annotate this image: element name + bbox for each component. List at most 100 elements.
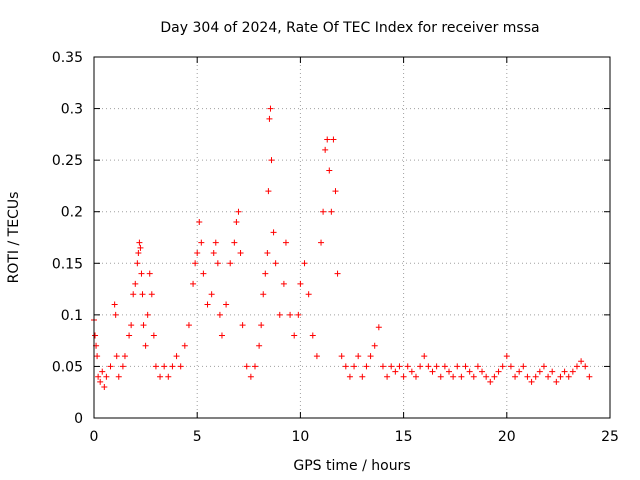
data-point xyxy=(297,280,304,287)
data-point xyxy=(491,373,498,380)
data-point xyxy=(318,239,325,246)
data-point xyxy=(165,373,172,380)
data-point xyxy=(140,322,147,329)
data-point xyxy=(437,373,444,380)
data-point xyxy=(454,363,461,370)
data-point xyxy=(528,378,535,385)
data-point xyxy=(95,373,102,380)
data-point xyxy=(146,270,153,277)
data-point xyxy=(264,249,271,256)
data-point xyxy=(313,353,320,360)
data-point xyxy=(565,373,572,380)
data-point xyxy=(470,373,477,380)
data-point xyxy=(582,363,589,370)
data-point xyxy=(524,373,531,380)
data-point xyxy=(417,363,424,370)
data-point xyxy=(499,363,506,370)
data-point xyxy=(134,260,141,267)
y-tick-label: 0.3 xyxy=(61,102,83,118)
data-point xyxy=(267,105,274,112)
data-point xyxy=(320,208,327,215)
data-point xyxy=(536,368,543,375)
data-point xyxy=(136,239,143,246)
data-point xyxy=(367,353,374,360)
data-point xyxy=(99,368,106,375)
x-tick-label: 20 xyxy=(498,429,516,445)
data-point xyxy=(474,363,481,370)
data-point xyxy=(231,239,238,246)
axis-ticks: 0 5 10 15 20 25 0 0.05 0.1 0.15 0.2 0.25 0.3 0.35 xyxy=(52,50,619,445)
data-point xyxy=(462,363,469,370)
data-point xyxy=(433,363,440,370)
data-point xyxy=(190,280,197,287)
data-point xyxy=(256,342,263,349)
data-point xyxy=(328,208,335,215)
data-point xyxy=(260,291,267,298)
x-tick-label: 10 xyxy=(291,429,309,445)
data-point xyxy=(142,342,149,349)
data-point xyxy=(208,291,215,298)
data-point xyxy=(330,136,337,143)
data-point xyxy=(309,332,316,339)
data-point xyxy=(458,373,465,380)
data-point xyxy=(97,378,104,385)
data-point xyxy=(139,291,146,298)
data-point xyxy=(266,115,273,122)
data-point xyxy=(196,219,203,226)
y-tick-label: 0.35 xyxy=(52,50,83,66)
y-tick-label: 0.2 xyxy=(61,205,83,221)
data-point xyxy=(247,373,254,380)
data-point xyxy=(446,368,453,375)
data-point xyxy=(150,332,157,339)
data-point xyxy=(239,322,246,329)
data-point xyxy=(223,301,230,308)
data-point xyxy=(483,373,490,380)
data-point xyxy=(132,280,139,287)
data-point xyxy=(265,188,272,195)
plot-frame xyxy=(93,56,611,419)
data-point xyxy=(227,260,234,267)
data-point xyxy=(408,368,415,375)
data-point xyxy=(557,373,564,380)
data-point xyxy=(235,208,242,215)
x-tick-label: 15 xyxy=(395,429,413,445)
data-point xyxy=(338,353,345,360)
data-point xyxy=(324,136,331,143)
data-point xyxy=(425,363,432,370)
data-point xyxy=(130,291,137,298)
chart-title: Day 304 of 2024, Rate Of TEC Index for r… xyxy=(160,20,539,36)
data-point xyxy=(115,373,122,380)
data-point xyxy=(586,373,593,380)
y-tick-label: 0.1 xyxy=(61,308,83,324)
data-point xyxy=(276,311,283,318)
data-point xyxy=(301,260,308,267)
data-point xyxy=(384,373,391,380)
data-point xyxy=(351,363,358,370)
data-point xyxy=(520,363,527,370)
data-point xyxy=(295,311,302,318)
data-point xyxy=(198,239,205,246)
data-point xyxy=(466,368,473,375)
data-point xyxy=(450,373,457,380)
y-axis-label: ROTI / TECUs xyxy=(6,192,22,284)
data-point xyxy=(404,363,411,370)
data-point xyxy=(322,146,329,153)
data-point xyxy=(169,363,176,370)
data-point xyxy=(126,332,133,339)
y-tick-label: 0.15 xyxy=(52,256,83,272)
data-point xyxy=(479,368,486,375)
data-point xyxy=(363,363,370,370)
data-point xyxy=(121,353,128,360)
data-point xyxy=(214,260,221,267)
x-tick-label: 25 xyxy=(601,429,619,445)
data-point xyxy=(194,249,201,256)
data-point xyxy=(204,301,211,308)
data-point xyxy=(291,332,298,339)
y-tick-label: 0.25 xyxy=(52,153,83,169)
data-point xyxy=(487,378,494,385)
data-point xyxy=(355,353,362,360)
data-point xyxy=(270,229,277,236)
y-tick-label: 0 xyxy=(74,411,83,427)
data-point xyxy=(103,373,110,380)
